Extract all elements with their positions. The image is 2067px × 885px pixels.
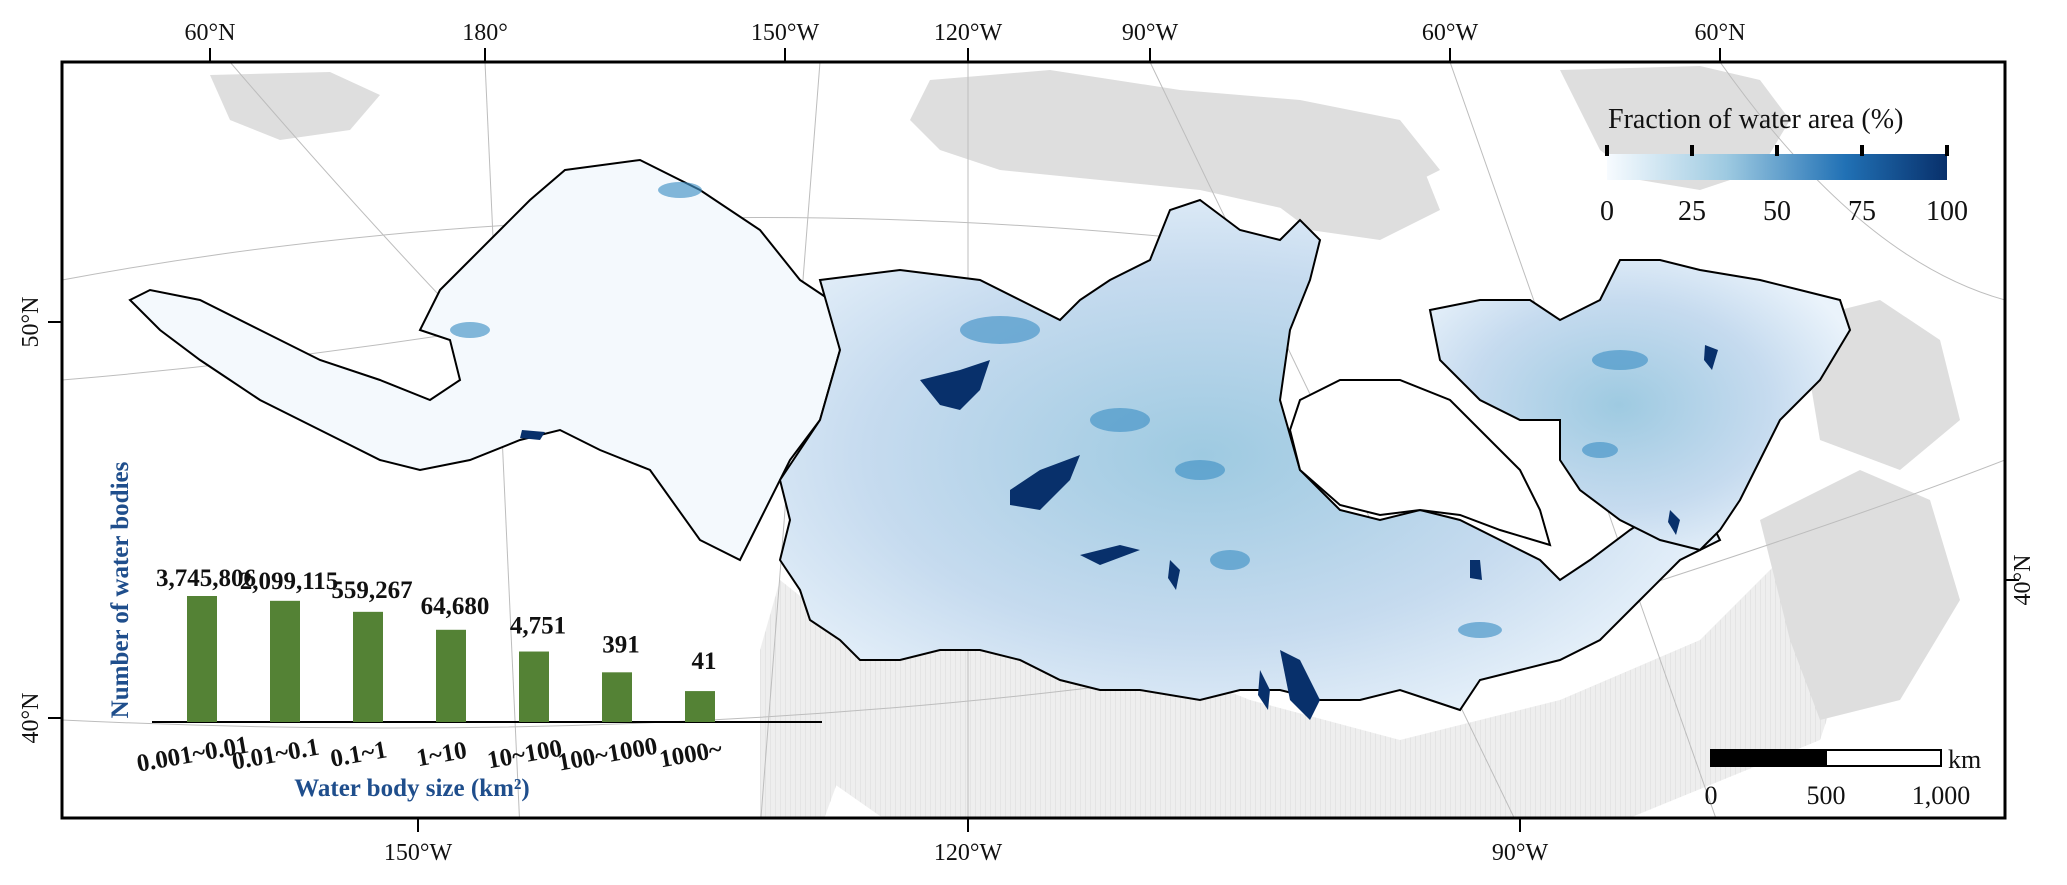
left-coord-label: 40°N	[18, 693, 44, 744]
scale-tick: 1,000	[1912, 781, 1971, 810]
great-slave-lake	[1010, 455, 1080, 510]
bottom-coord-label: 150°W	[384, 840, 453, 866]
left-coord-label: 50°N	[18, 297, 44, 348]
bar-category-label: 10~100	[485, 735, 564, 775]
bars: 3,745,8060.001~0.012,099,1150.01~0.1559,…	[135, 565, 724, 778]
quebec-region	[1428, 259, 1852, 552]
top-coord-label: 90°W	[1122, 20, 1179, 46]
bar	[685, 691, 715, 722]
legend-title: Fraction of water area (%)	[1608, 104, 1903, 135]
map-frame	[60, 60, 2007, 820]
legend-tick-label: 50	[1763, 196, 1791, 227]
top-coordinates: 60°N 180° 150°W 120°W 90°W 60°W 60°N	[185, 20, 1746, 62]
lake-winnipegosis	[1258, 670, 1270, 710]
bar	[519, 651, 549, 722]
bar	[270, 600, 300, 722]
east-coast-land	[1760, 470, 1960, 720]
scale-bar-white	[1825, 749, 1942, 767]
bar-value-label: 391	[602, 631, 640, 658]
water-patches	[450, 182, 1648, 638]
caniapiscau	[1704, 345, 1718, 370]
legend-tick-label: 0	[1600, 196, 1614, 227]
major-lakes	[520, 345, 1718, 720]
lake-winnipeg	[1280, 650, 1320, 720]
chart-ylabel: Number of water bodies	[107, 461, 134, 718]
us-hatched-land	[800, 520, 1860, 818]
bar-value-label: 3,745,806	[156, 565, 256, 592]
right-coordinates: 40°N	[2005, 555, 2036, 606]
bar	[436, 629, 466, 722]
bar-value-label: 41	[692, 648, 717, 675]
bar-category-label: 100~1000	[556, 733, 660, 777]
legend-tick-label: 25	[1678, 196, 1706, 227]
iliamna-lake	[520, 430, 545, 440]
alaska-west-land	[210, 72, 380, 140]
top-coord-label: 60°N	[1695, 20, 1746, 46]
legend: Fraction of water area (%) 0 25 50 75 100	[1600, 104, 1968, 227]
scale-tick: 500	[1807, 781, 1846, 810]
nettilling-lake	[1470, 560, 1482, 580]
legend-color-ramp	[1607, 154, 1947, 180]
scale-unit: km	[1948, 745, 1981, 774]
chart-xlabel: Water body size (km²)	[294, 775, 530, 802]
bar	[602, 672, 632, 722]
bottom-coordinates: 150°W 120°W 90°W	[384, 818, 1549, 866]
reindeer-lake	[1168, 560, 1180, 590]
hudson-bay-water	[1288, 379, 1552, 547]
bottom-coord-label: 120°W	[934, 840, 1003, 866]
left-coordinates: 50°N 40°N	[18, 297, 62, 744]
lake-athabasca	[1080, 545, 1140, 565]
arctic-islands-land-2	[1270, 140, 1440, 240]
scale-bar-black	[1710, 749, 1827, 767]
bottom-coord-label: 90°W	[1492, 840, 1549, 866]
great-bear-lake	[920, 360, 990, 410]
bar-value-label: 2,099,115	[240, 568, 339, 595]
scale-tick: 0	[1705, 781, 1718, 810]
scale-bar: km 0 500 1,000	[1705, 745, 1982, 810]
right-coord-label: 40°N	[2010, 555, 2036, 606]
bar-category-label: 1000~	[657, 736, 724, 774]
top-coord-label: 60°W	[1422, 20, 1479, 46]
legend-tick-label: 75	[1848, 196, 1876, 227]
pacific-coast-hatched	[760, 580, 860, 818]
top-coord-label: 120°W	[934, 20, 1003, 46]
top-coord-label: 150°W	[751, 20, 820, 46]
bar-value-label: 4,751	[510, 613, 566, 640]
bar-value-label: 64,680	[421, 593, 490, 620]
legend-ticks: 0 25 50 75 100	[1600, 145, 1968, 227]
bar	[187, 596, 217, 722]
bar-value-label: 559,267	[331, 577, 412, 604]
alaska-region	[128, 158, 842, 562]
top-coord-label: 180°	[462, 20, 508, 46]
lake-mistassini	[1668, 510, 1680, 535]
bar-category-label: 1~10	[414, 737, 468, 772]
bar	[353, 611, 383, 722]
top-coord-label: 60°N	[185, 20, 236, 46]
bar-category-label: 0.1~1	[328, 736, 389, 772]
map-area	[62, 62, 2005, 818]
legend-tick-label: 100	[1926, 196, 1968, 227]
